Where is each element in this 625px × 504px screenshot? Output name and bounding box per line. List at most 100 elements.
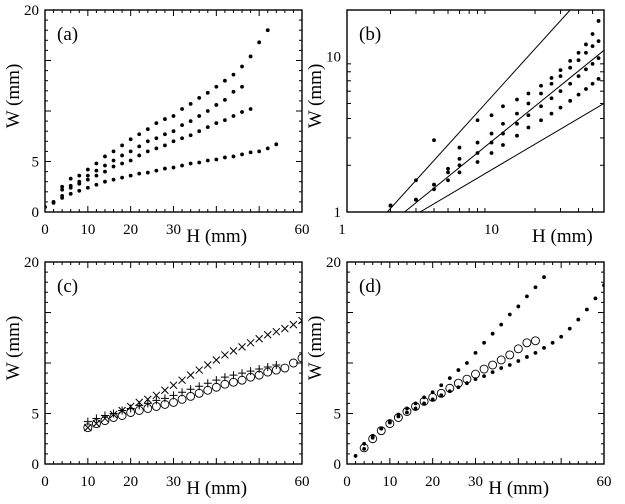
x-tick-label: 30 bbox=[166, 222, 181, 238]
reference-line bbox=[419, 103, 604, 212]
y-tick-label: 20 bbox=[24, 3, 39, 19]
data-point bbox=[473, 351, 478, 355]
panel-a: 0 10 20 30 60 0 5 20 H (mm) W (mm) (a) bbox=[3, 3, 310, 247]
data-point bbox=[422, 401, 426, 406]
data-point bbox=[584, 50, 588, 55]
data-point bbox=[128, 149, 133, 154]
y-tick-label: 0 bbox=[32, 205, 40, 221]
data-point bbox=[590, 32, 595, 36]
data-point bbox=[489, 131, 494, 136]
data-point bbox=[128, 158, 133, 163]
plot-frame bbox=[346, 261, 605, 465]
panel-label: (a) bbox=[57, 24, 78, 45]
data-point bbox=[103, 154, 107, 159]
data-point bbox=[568, 59, 573, 63]
data-point bbox=[457, 170, 462, 175]
data-point bbox=[145, 139, 150, 144]
data-point bbox=[92, 419, 101, 428]
data-point bbox=[590, 44, 595, 49]
data-point bbox=[161, 386, 169, 395]
plot-frame bbox=[44, 261, 303, 465]
data-point bbox=[180, 136, 184, 141]
data-point bbox=[274, 142, 279, 147]
data-point bbox=[154, 121, 159, 126]
data-point bbox=[411, 401, 420, 411]
data-point bbox=[432, 182, 436, 187]
data-point bbox=[203, 379, 212, 388]
data-point bbox=[188, 133, 193, 138]
x-tick-label: 10 bbox=[80, 474, 95, 490]
data-point bbox=[280, 363, 290, 373]
y-tick-label: 5 bbox=[334, 407, 342, 423]
data-point bbox=[584, 42, 588, 47]
data-point bbox=[137, 132, 142, 137]
panel-c: 0 10 20 30 60 0 5 20 H (mm) W (mm) (c) bbox=[3, 255, 310, 499]
data-point bbox=[238, 369, 247, 378]
data-point bbox=[205, 109, 210, 113]
plot-frame bbox=[44, 9, 303, 213]
x-tick-label: 60 bbox=[295, 474, 310, 490]
data-point bbox=[432, 138, 436, 143]
data-point bbox=[501, 104, 505, 109]
data-point bbox=[177, 394, 187, 404]
data-point bbox=[513, 344, 523, 354]
data-point bbox=[163, 166, 167, 171]
data-point bbox=[533, 285, 538, 290]
data-point bbox=[471, 369, 480, 379]
data-point bbox=[120, 153, 124, 158]
data-point bbox=[446, 170, 450, 175]
data-point bbox=[120, 143, 124, 148]
data-point bbox=[385, 419, 395, 429]
data-point bbox=[85, 173, 90, 178]
data-point bbox=[263, 363, 272, 372]
data-point bbox=[240, 152, 244, 157]
data-point bbox=[576, 58, 581, 63]
data-point bbox=[109, 409, 118, 418]
data-point bbox=[376, 426, 386, 436]
data-point bbox=[549, 111, 554, 116]
x-tick-label: 60 bbox=[295, 222, 310, 238]
data-point bbox=[94, 173, 99, 178]
data-point bbox=[240, 84, 244, 89]
x-axis-label: H (mm) bbox=[186, 478, 247, 499]
data-point bbox=[212, 356, 221, 364]
data-point bbox=[445, 383, 455, 393]
data-point bbox=[257, 149, 262, 154]
data-point bbox=[289, 320, 298, 329]
x-tick-label: 10 bbox=[80, 222, 95, 238]
y-tick-label: 20 bbox=[24, 255, 39, 271]
y-axis-label: W (mm) bbox=[305, 64, 326, 129]
data-point bbox=[85, 177, 90, 182]
data-point bbox=[60, 193, 65, 198]
data-point bbox=[584, 307, 589, 312]
data-point bbox=[255, 365, 264, 374]
plot-area bbox=[353, 275, 604, 458]
data-point bbox=[145, 127, 150, 132]
data-point bbox=[229, 371, 238, 380]
data-point bbox=[137, 171, 142, 176]
data-point bbox=[171, 165, 176, 170]
data-point bbox=[197, 95, 202, 100]
data-point bbox=[231, 72, 236, 77]
data-point bbox=[499, 366, 504, 370]
data-point bbox=[135, 401, 144, 410]
data-point bbox=[387, 419, 392, 424]
data-point bbox=[501, 131, 505, 136]
data-point bbox=[414, 178, 418, 183]
x-axis-label: H (mm) bbox=[186, 226, 247, 247]
data-point bbox=[248, 150, 253, 155]
data-point bbox=[526, 125, 531, 130]
data-point bbox=[370, 435, 375, 440]
data-point bbox=[205, 125, 210, 130]
data-point bbox=[237, 375, 247, 385]
data-point bbox=[568, 98, 573, 103]
data-point bbox=[446, 178, 450, 183]
data-point bbox=[68, 191, 73, 196]
data-point bbox=[220, 379, 230, 389]
data-point bbox=[180, 123, 184, 128]
data-point bbox=[539, 104, 543, 109]
data-point bbox=[178, 376, 186, 385]
x-tick-label: 10 bbox=[382, 474, 397, 490]
reference-line bbox=[404, 49, 604, 212]
